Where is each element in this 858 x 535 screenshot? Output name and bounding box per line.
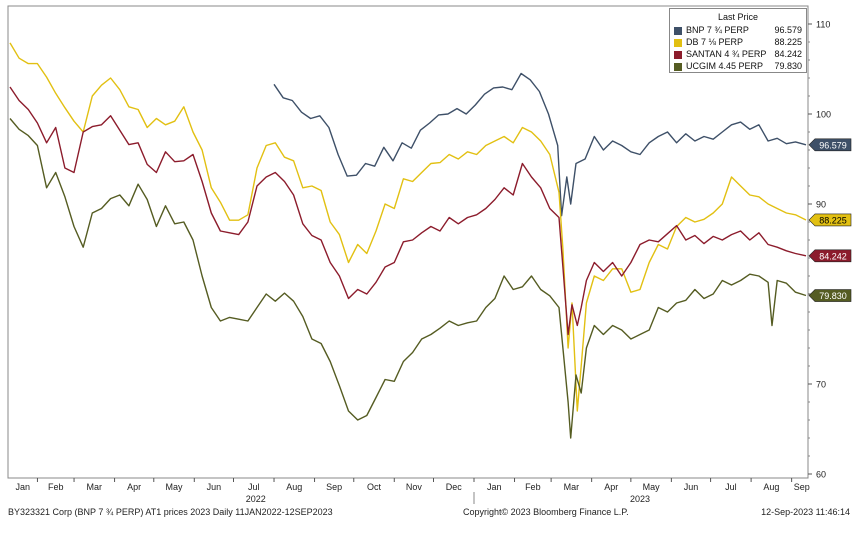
legend-item-santan: SANTAN 4 ¾ PERP 84.242 (674, 49, 802, 61)
y-tick-label: 70 (816, 380, 826, 390)
x-tick-label: Aug (763, 482, 779, 492)
legend-value-db: 88.225 (774, 37, 802, 47)
series-lines (9, 42, 807, 439)
series-line (9, 118, 807, 439)
series-line (9, 42, 807, 412)
x-year-label: 2022 (246, 494, 266, 504)
x-tick-label: Jul (248, 482, 260, 492)
y-tick-label: 90 (816, 200, 826, 210)
legend-item-ucgim: UCGIM 4.45 PERP 79.830 (674, 61, 802, 73)
x-tick-label: Sep (794, 482, 810, 492)
legend-item-bnp: BNP 7 ¾ PERP 96.579 (674, 25, 802, 37)
legend: Last Price BNP 7 ¾ PERP 96.579 DB 7 ⅛ PE… (669, 8, 807, 73)
x-tick-label: Jun (207, 482, 222, 492)
y-tick-label: 60 (816, 470, 826, 480)
x-tick-label: Aug (286, 482, 302, 492)
x-tick-label: Apr (604, 482, 618, 492)
legend-label-bnp: BNP 7 ¾ PERP (686, 25, 749, 35)
legend-swatch-bnp (674, 27, 682, 35)
x-tick-label: Mar (564, 482, 580, 492)
x-tick-label: Nov (406, 482, 423, 492)
y-tick-label: 110 (816, 20, 830, 30)
last-price-tags: 96.579 88.225 84.242 79.830 (808, 138, 852, 302)
last-price-tag (808, 213, 852, 227)
legend-value-santan: 84.242 (774, 49, 802, 59)
footer: BY323321 Corp (BNP 7 ¾ PERP) AT1 prices … (0, 503, 858, 530)
footer-timestamp: 12-Sep-2023 11:46:14 (761, 507, 850, 517)
legend-swatch-ucgim (674, 63, 682, 71)
last-price-tag (808, 289, 852, 302)
legend-label-ucgim: UCGIM 4.45 PERP (686, 61, 764, 71)
series-line (273, 72, 807, 217)
legend-title: Last Price (717, 12, 759, 22)
legend-swatch-db (674, 39, 682, 47)
legend-value-ucgim: 79.830 (774, 61, 802, 71)
last-price-tag-label: 84.242 (819, 251, 847, 261)
series-line (9, 86, 807, 336)
x-year-label: 2023 (630, 494, 650, 504)
x-tick-label: May (643, 482, 661, 492)
x-tick-label: Mar (87, 482, 103, 492)
x-tick-label: Jul (725, 482, 737, 492)
x-tick-label: Dec (446, 482, 463, 492)
x-tick-label: Jun (684, 482, 699, 492)
last-price-tag-label: 79.830 (819, 291, 847, 301)
x-tick-label: Feb (48, 482, 64, 492)
x-tick-label: Feb (525, 482, 541, 492)
footer-copyright: Copyright© 2023 Bloomberg Finance L.P. (463, 507, 629, 517)
last-price-tag-label: 88.225 (819, 215, 847, 225)
legend-label-santan: SANTAN 4 ¾ PERP (686, 49, 767, 59)
x-tick-label: Sep (326, 482, 342, 492)
x-tick-label: Apr (127, 482, 141, 492)
last-price-tag (808, 249, 852, 263)
x-tick-label: Oct (367, 482, 382, 492)
last-price-tag-label: 96.579 (819, 140, 847, 150)
y-tick-label: 100 (816, 110, 831, 120)
axes: 60708090100110JanFebMarAprMayJunJulAugSe… (7, 5, 831, 504)
legend-item-db: DB 7 ⅛ PERP 88.225 (674, 37, 802, 49)
legend-label-db: DB 7 ⅛ PERP (686, 37, 744, 47)
legend-swatch-santan (674, 51, 682, 59)
plot-frame (7, 5, 809, 479)
legend-value-bnp: 96.579 (774, 25, 802, 35)
x-tick-label: Jan (487, 482, 502, 492)
last-price-tag (808, 138, 852, 152)
x-tick-label: May (166, 482, 184, 492)
footer-source: BY323321 Corp (BNP 7 ¾ PERP) AT1 prices … (8, 507, 333, 517)
x-tick-label: Jan (15, 482, 30, 492)
